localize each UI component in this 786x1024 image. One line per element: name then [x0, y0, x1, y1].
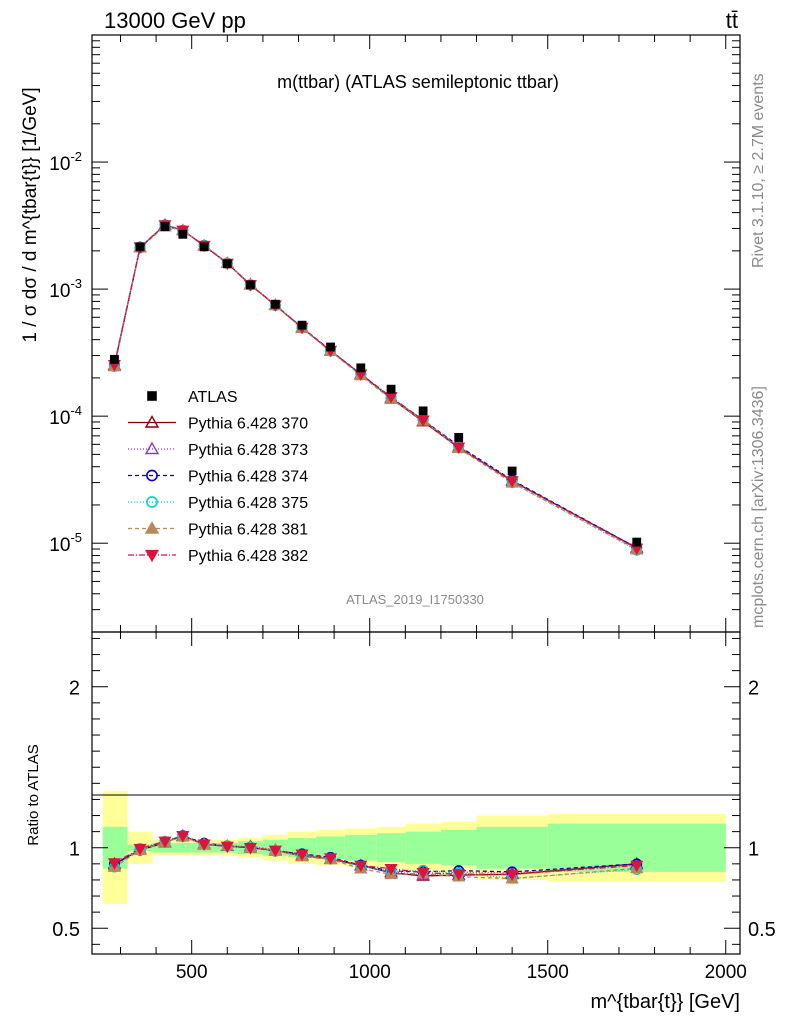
- ratio-series-markers: [107, 828, 644, 884]
- ratio-series-point: [354, 860, 368, 873]
- legend-label: Pythia 6.428 381: [188, 522, 308, 539]
- legend-label: Pythia 6.428 374: [188, 469, 308, 486]
- ratio-y-tick-label-right: 2: [748, 678, 759, 700]
- ratio-series-point: [630, 860, 644, 873]
- atlas-data-point: [178, 229, 188, 239]
- ratio-series-point: [452, 869, 466, 881]
- ratio-panel: 0.5 0.5 1 1 2 2 500 1000 1500 2000 Ratio to ATLA…: [25, 631, 776, 1013]
- ratio-series-point: [324, 853, 338, 865]
- series-line: [113, 224, 638, 549]
- ratio-y-tick-label: 1: [69, 839, 80, 861]
- inner-band: [173, 842, 192, 853]
- main-series-lines: [113, 224, 638, 551]
- atlas-data-point: [454, 433, 464, 442]
- inner-band: [344, 834, 377, 861]
- atlas-data-point: [418, 406, 428, 416]
- legend-marker: [144, 549, 160, 563]
- legend-marker: [144, 521, 160, 534]
- atlas-data-point: [246, 280, 255, 290]
- legend-marker: [146, 496, 158, 508]
- ratio-series-point: [107, 858, 121, 870]
- inner-band: [405, 831, 441, 864]
- legend-label: Pythia 6.428 382: [188, 548, 308, 565]
- main-panel: m(ttbar) (ATLAS semileptonic ttbar) ATLA…: [20, 34, 741, 633]
- series-point: [416, 415, 430, 427]
- ratio-series-line: [114, 834, 637, 875]
- x-tick-label: 1500: [527, 962, 569, 983]
- ratio-ticks: [92, 632, 740, 954]
- legend-marker: [144, 441, 160, 455]
- atlas-data-point: [632, 537, 642, 547]
- x-tick-label: 1000: [349, 962, 391, 983]
- y-tick-label: 10-4: [49, 403, 82, 429]
- series-point: [452, 442, 466, 454]
- ratio-series-point: [295, 849, 309, 861]
- atlas-data-point: [270, 299, 280, 309]
- mcplots-label: mcplots.cern.ch [arXiv:1306.3436]: [750, 386, 767, 628]
- legend-marker: [146, 469, 158, 482]
- ratio-y-tick-label-right: 0.5: [748, 919, 776, 941]
- inner-band: [152, 842, 174, 853]
- y-tick-label: 10-2: [49, 149, 82, 175]
- atlas-data-point: [199, 242, 209, 252]
- main-frame: [91, 34, 741, 633]
- ratio-series-point: [243, 843, 257, 855]
- atlas-data-point: [135, 242, 145, 252]
- main-y-tick-labels: 10-5 10-4 10-3 10-2: [49, 149, 82, 556]
- main-ticks: [92, 34, 740, 633]
- x-axis-label: m^{tbar{t}} [GeV]: [591, 991, 740, 1013]
- ratio-series-point: [416, 867, 430, 880]
- y-tick-label: 10-3: [49, 276, 82, 302]
- atlas-data-point: [297, 320, 307, 330]
- analysis-watermark: ATLAS_2019_I1750330: [346, 592, 484, 607]
- inner-band: [316, 836, 345, 860]
- ratio-y-tick-labels: 0.5 0.5 1 1 2 2: [52, 678, 776, 942]
- ratio-uncertainty-bands: [102, 791, 726, 905]
- legend-label: Pythia 6.428 373: [188, 442, 308, 459]
- main-series-markers: [107, 218, 644, 556]
- ratio-series-point: [268, 845, 282, 858]
- legend-marker: [147, 391, 157, 401]
- x-tick-label: 2000: [705, 962, 747, 983]
- ratio-series-point: [176, 830, 190, 843]
- ratio-frame: [91, 631, 741, 955]
- ratio-series-point: [220, 841, 234, 854]
- ratio-series-point: [197, 839, 211, 851]
- main-y-axis-label: 1 / σ dσ / d m^{tbar{t}} [1/GeV]: [20, 87, 41, 342]
- ratio-y-axis-label: Ratio to ATLAS: [25, 744, 42, 845]
- x-tick-labels: 500 1000 1500 2000: [176, 962, 747, 983]
- ratio-series-lines: [114, 834, 637, 880]
- y-tick-label: 10-5: [49, 530, 82, 556]
- ratio-series-point: [505, 869, 519, 882]
- atlas-data-point: [386, 384, 396, 394]
- atlas-data-point: [110, 354, 119, 364]
- legend-label: Pythia 6.428 370: [188, 416, 308, 433]
- ratio-series-point: [133, 843, 147, 856]
- rivet-version-label: Rivet 3.1.10, ≥ 2.7M events: [750, 73, 767, 268]
- inner-band: [440, 830, 477, 866]
- inner-band: [476, 826, 548, 869]
- legend-label: Pythia 6.428 375: [188, 495, 308, 512]
- ratio-series-line: [114, 836, 637, 880]
- x-tick-label: 500: [176, 962, 208, 983]
- atlas-data-point: [160, 222, 170, 232]
- atlas-data-point: [507, 466, 517, 476]
- chart-title: m(ttbar) (ATLAS semileptonic ttbar): [277, 72, 559, 92]
- atlas-data-point: [326, 342, 335, 352]
- legend-marker: [144, 415, 160, 428]
- ratio-y-tick-label: 2: [69, 678, 80, 700]
- energy-label: 13000 GeV pp: [104, 8, 246, 33]
- series-point: [505, 476, 519, 488]
- legend-label: ATLAS: [188, 389, 238, 406]
- atlas-data-point: [222, 259, 232, 269]
- ratio-series-point: [384, 863, 398, 876]
- inner-band: [376, 833, 406, 863]
- ratio-y-tick-label: 0.5: [52, 919, 80, 941]
- ratio-series-point: [158, 836, 172, 849]
- legend: ATLAS Pythia 6.428 370 Pythia 6.428 373 Pyt…: [128, 389, 308, 565]
- process-label: tt̄: [726, 8, 738, 33]
- ratio-y-tick-label-right: 1: [748, 839, 759, 861]
- atlas-data-point: [356, 363, 366, 373]
